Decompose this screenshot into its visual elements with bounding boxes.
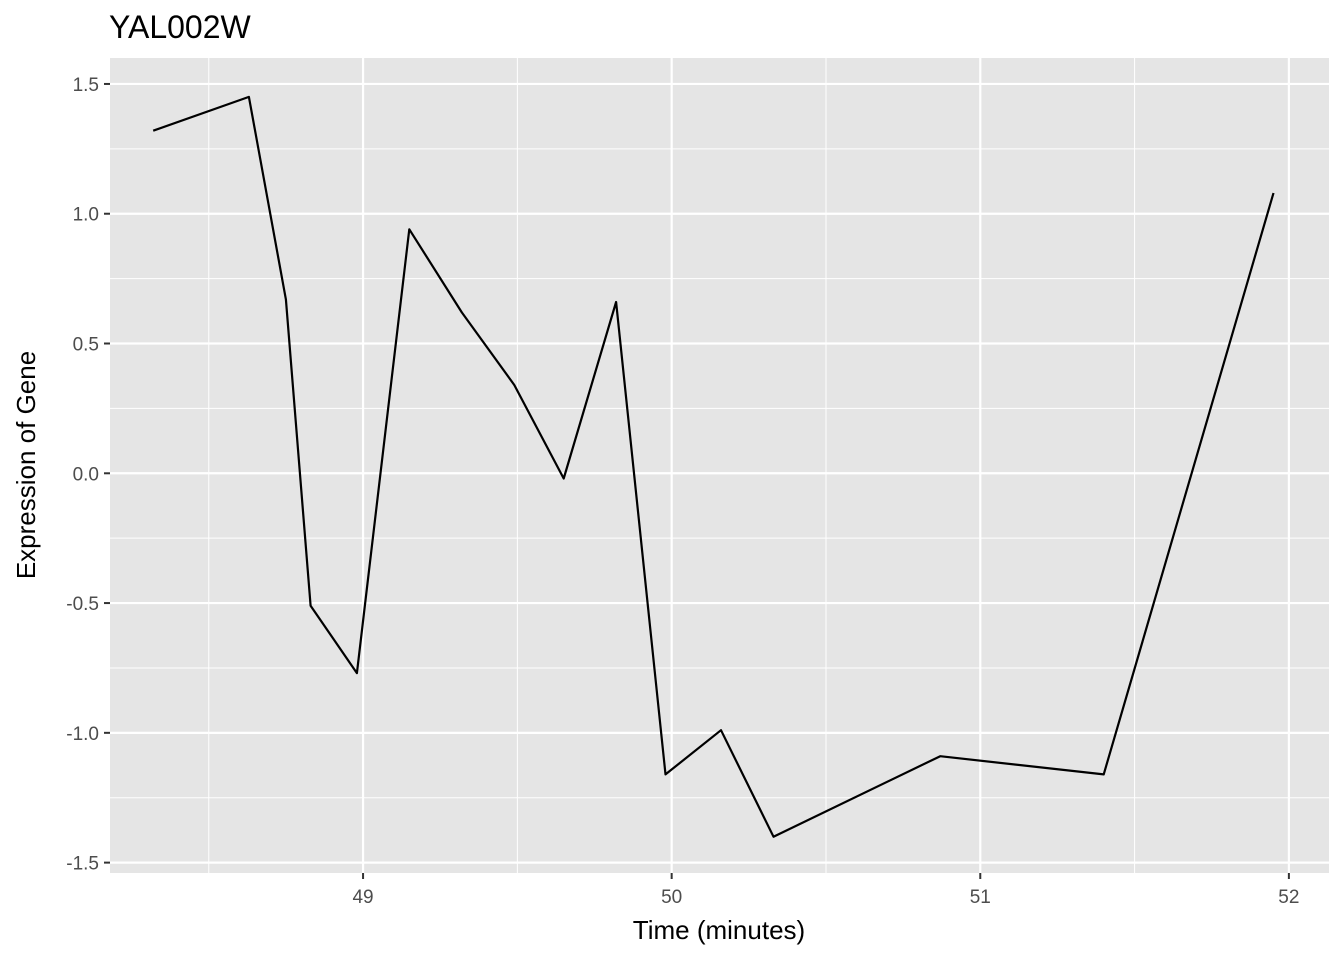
x-tick-label: 52 [1278,887,1299,908]
x-tick-label: 50 [661,887,682,908]
y-tick-label: 1.5 [73,75,99,96]
y-tick-label: 1.0 [73,205,99,226]
chart-title: YAL002W [109,9,252,45]
plot-panel [110,58,1329,873]
x-axis-ticks: 49 50 51 52 [352,873,1299,908]
y-tick-label: -1.0 [66,724,99,745]
y-axis-title: Expression of Gene [11,351,41,579]
x-tick-label: 51 [970,887,991,908]
y-tick-label: -0.5 [66,594,99,615]
series-line [152,95,1275,838]
minor-gridlines [110,58,1329,873]
x-axis-title: Time (minutes) [633,915,805,945]
y-axis-ticks: -1.5 -1.0 -0.5 0.0 0.5 1.0 1.5 [66,75,110,875]
major-gridlines [110,58,1329,873]
y-tick-label: 0.0 [73,464,99,485]
data-points [153,96,1274,837]
x-tick-label: 49 [352,887,373,908]
y-tick-label: 0.5 [73,335,99,356]
y-tick-label: -1.5 [66,854,99,875]
